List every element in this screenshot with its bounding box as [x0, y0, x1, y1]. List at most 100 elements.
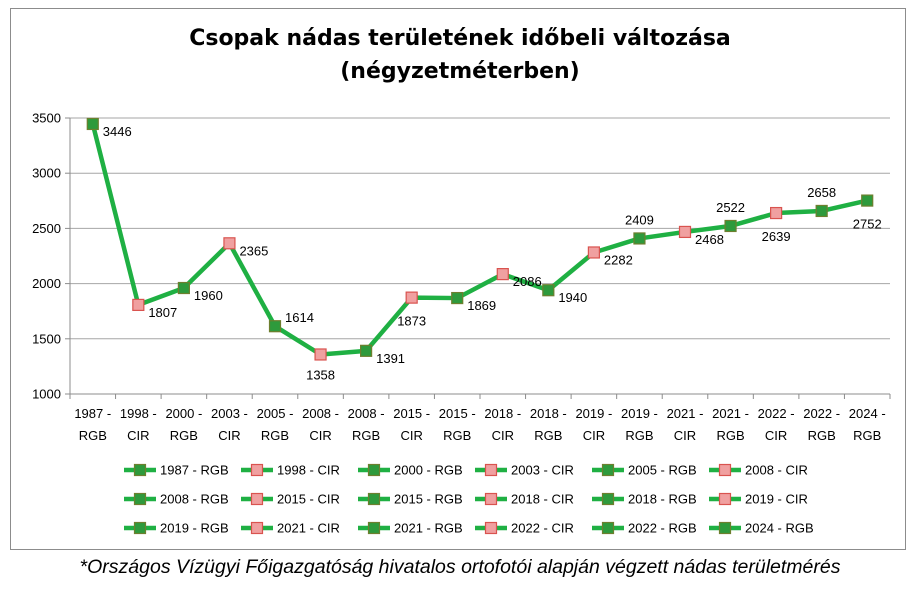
legend-label: 2008 - RGB: [160, 492, 229, 507]
legend-label: 2021 - CIR: [277, 521, 340, 536]
legend-item: 2024 - RGB: [709, 521, 814, 536]
legend-item: 2019 - RGB: [124, 521, 229, 536]
legend-marker-swatch: [250, 463, 264, 477]
legend-label: 2015 - RGB: [394, 492, 463, 507]
legend-label: 2022 - RGB: [628, 521, 697, 536]
legend-item: 2003 - CIR: [475, 463, 574, 478]
legend-label: 2018 - CIR: [511, 492, 574, 507]
y-tick-label: 1000: [32, 387, 61, 402]
data-label: 2639: [762, 229, 791, 244]
legend-label: 2019 - RGB: [160, 521, 229, 536]
y-tick-label: 1500: [32, 331, 61, 346]
legend-marker-swatch: [367, 463, 381, 477]
legend-item: 2021 - CIR: [241, 521, 340, 536]
legend-item: 1998 - CIR: [241, 463, 340, 478]
x-tick-label: 2003 -CIR: [211, 406, 248, 443]
data-point-marker: [405, 291, 418, 304]
legend-item: 2015 - RGB: [358, 492, 463, 507]
data-label: 1873: [397, 314, 426, 329]
chart-frame: [10, 8, 906, 550]
legend-item: 2005 - RGB: [592, 463, 697, 478]
data-point-marker: [451, 291, 464, 305]
data-point-marker: [724, 219, 737, 233]
data-label: 2409: [625, 212, 654, 227]
data-point-marker: [132, 298, 145, 312]
data-label: 2752: [853, 217, 882, 232]
chart-title: Csopak nádas területének időbeli változá…: [0, 22, 920, 88]
x-tick-label: 2008 -CIR: [302, 406, 339, 443]
x-tick-label: 2019 -RGB: [621, 406, 658, 443]
x-tick-label: 2008 -RGB: [348, 406, 385, 443]
legend-item: 2008 - RGB: [124, 492, 229, 507]
legend-marker-swatch: [601, 492, 615, 506]
data-point-marker: [177, 281, 190, 295]
legend-marker-swatch: [133, 492, 147, 506]
data-point-marker: [314, 348, 327, 361]
x-tick-label: 2018 -CIR: [484, 406, 521, 443]
legend-label: 2018 - RGB: [628, 492, 697, 507]
data-label: 1391: [376, 351, 405, 366]
x-tick-label: 2005 -RGB: [257, 406, 294, 443]
series-line: [90, 123, 868, 357]
legend-label: 2005 - RGB: [628, 463, 697, 478]
data-point-marker: [86, 117, 99, 131]
data-point-marker: [268, 320, 282, 333]
legend-label: 2021 - RGB: [394, 521, 463, 536]
footnote: *Országos Vízügyi Főigazgatóság hivatalo…: [79, 556, 841, 578]
legend-marker-swatch: [718, 463, 732, 477]
x-tick-label: 2015 -RGB: [439, 406, 476, 443]
legend-label: 2015 - CIR: [277, 492, 340, 507]
legend-marker-swatch: [484, 463, 498, 477]
x-tick-label: 1998 -CIR: [120, 406, 157, 443]
x-tick-label: 2021 -RGB: [712, 406, 749, 443]
legend-item: 2018 - CIR: [475, 492, 574, 507]
legend-marker-swatch: [133, 521, 147, 535]
legend-item: 2022 - RGB: [592, 521, 697, 536]
data-point-marker: [223, 237, 236, 250]
data-label: 2658: [807, 185, 836, 200]
data-label: 2522: [716, 200, 745, 215]
legend-item: 2022 - CIR: [475, 521, 574, 536]
legend-item: 2008 - CIR: [709, 463, 808, 478]
legend-item: 2015 - CIR: [241, 492, 340, 507]
data-point-marker: [815, 204, 828, 218]
x-tick-label: 2019 -CIR: [575, 406, 612, 443]
legend-label: 1998 - CIR: [277, 463, 340, 478]
y-tick-label: 2500: [32, 221, 61, 236]
x-tick-label: 2021 -CIR: [667, 406, 704, 443]
data-label: 2282: [604, 252, 633, 267]
legend-label: 2024 - RGB: [745, 521, 814, 536]
data-labels: 3446 1807 1960 2365 1614 1358 1391 1873 1869 2086…: [103, 124, 882, 383]
data-label: 2365: [239, 243, 268, 258]
x-tick-label: 1987 -RGB: [74, 406, 111, 443]
legend-marker-swatch: [601, 463, 615, 477]
data-point-marker: [861, 194, 874, 207]
data-point-marker: [587, 246, 600, 259]
data-label: 1940: [558, 290, 587, 305]
legend-marker-swatch: [250, 492, 264, 506]
data-label: 2086: [513, 274, 542, 289]
legend-label: 2008 - CIR: [745, 463, 808, 478]
x-tick-label: 2022 -RGB: [803, 406, 840, 443]
data-point-marker: [678, 225, 692, 239]
data-label: 1358: [306, 367, 335, 382]
data-label: 1807: [148, 305, 177, 320]
legend-item: 2021 - RGB: [358, 521, 463, 536]
legend-item: 2018 - RGB: [592, 492, 697, 507]
legend-label: 2003 - CIR: [511, 463, 574, 478]
legend-marker-swatch: [484, 521, 498, 535]
series-markers: [86, 117, 874, 361]
legend-label: 2022 - CIR: [511, 521, 574, 536]
x-tick-label: 2024 -RGB: [849, 406, 886, 443]
data-label: 1869: [467, 298, 496, 313]
y-tick-label: 2000: [32, 276, 61, 291]
legend-marker-swatch: [367, 492, 381, 506]
legend-marker-swatch: [718, 492, 732, 506]
x-tick-label: 2015 -CIR: [393, 406, 430, 443]
x-tick-label: 2018 -RGB: [530, 406, 567, 443]
legend-label: 2000 - RGB: [394, 463, 463, 478]
data-point-marker: [770, 206, 783, 220]
legend-marker-swatch: [484, 492, 498, 506]
